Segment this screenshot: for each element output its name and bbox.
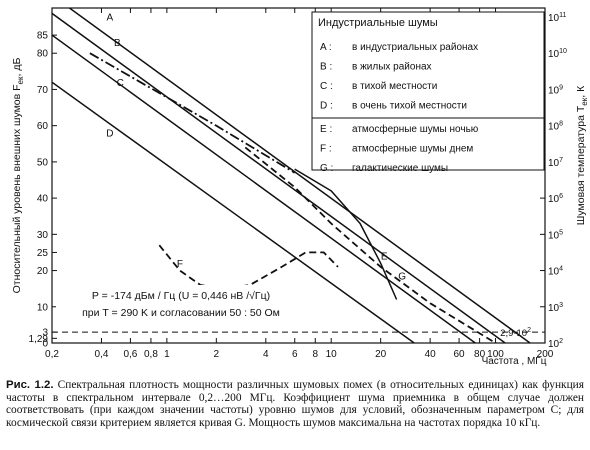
y-tick-label-right: 1010 xyxy=(548,48,567,60)
legend-box xyxy=(311,11,545,171)
y-tick-label-left: 60 xyxy=(37,121,49,132)
series-line-c xyxy=(89,52,296,174)
legend-text: в очень тихой местности xyxy=(352,101,467,112)
x-tick-label: 1 xyxy=(164,349,170,360)
legend-text: в индустриальных районах xyxy=(352,42,478,53)
x-tick-label: 80 xyxy=(474,349,486,360)
legend-key: E : xyxy=(320,124,332,135)
y-tick-label-right: 102 xyxy=(548,338,563,350)
y-tick-label-left: 10 xyxy=(37,302,49,313)
legend-key: C : xyxy=(320,81,333,92)
legend-key: A : xyxy=(320,42,332,53)
y-tick-label-left: 1,29 xyxy=(29,334,49,345)
y-tick-label-left: 3 xyxy=(42,328,48,339)
x-tick-label: 40 xyxy=(425,349,437,360)
series-label-g: G xyxy=(398,272,406,283)
legend-key: D : xyxy=(320,101,333,112)
y-axis-label-right-group: Шумовая температура Tек, К xyxy=(575,85,589,225)
x-tick-label: 100 xyxy=(487,349,504,360)
series-label-c: C xyxy=(117,78,124,89)
series-label-b: B xyxy=(114,38,121,49)
x-tick-label: 0,2 xyxy=(45,349,59,360)
legend-key: B : xyxy=(320,62,332,73)
legend-key: G : xyxy=(320,163,333,174)
y-axis-label-right: Шумовая температура Tек, К xyxy=(575,85,589,225)
legend-text: галактические шумы xyxy=(352,163,448,174)
x-axis-label: Частота , МГц xyxy=(482,356,547,367)
y-tick-label-left: 70 xyxy=(37,85,49,96)
x-tick-label: 0,8 xyxy=(144,349,158,360)
series-label-d: D xyxy=(106,129,113,140)
figure-caption: Рис. 1.2. Спектральная плотность мощност… xyxy=(6,379,584,429)
noise-chart: 0,2 0,4 0,6 0,8 1 2 4 6 8 10 20 40 60 80 100 200Частота… xyxy=(11,7,589,367)
x-tick-label: 8 xyxy=(312,349,318,360)
series-label-e: E xyxy=(381,252,388,263)
series-line-f xyxy=(158,244,339,290)
series-line-unlabeled-4 xyxy=(52,34,477,343)
y-tick-label-left: 30 xyxy=(37,230,49,241)
legend-text: атмосферные шумы ночью xyxy=(352,123,479,135)
y-tick-label-right: 109 xyxy=(548,84,563,96)
x-tick-label: 200 xyxy=(537,349,554,360)
legend-text: в тихой местности xyxy=(352,81,437,92)
series-line-g xyxy=(244,146,500,343)
x-tick-label: 0,6 xyxy=(123,349,137,360)
y-tick-label-right: 106 xyxy=(548,193,563,205)
y-axis-label-left: Относительный уровень внешних шумов Fек,… xyxy=(11,58,25,294)
x-tick-label: 10 xyxy=(326,349,338,360)
x-tick-label: 2 xyxy=(214,349,220,360)
y-tick-label-left: 85 xyxy=(37,31,49,42)
y-tick-label-left: 40 xyxy=(37,194,49,205)
series-line-b xyxy=(52,12,507,343)
annotation-box xyxy=(56,285,306,323)
y-tick-label-left: 20 xyxy=(37,266,49,277)
series-label-a: A xyxy=(107,13,114,24)
legend-title: Индустриальные шумы xyxy=(318,17,438,29)
y-tick-label-left: 80 xyxy=(37,49,49,60)
x-tick-label: 60 xyxy=(454,349,466,360)
plot-frame xyxy=(51,7,546,344)
series-label-f: F xyxy=(177,259,183,270)
annotation-line-2: при T = 290 K и согласовании 50 : 50 Ом xyxy=(82,307,280,319)
y-tick-label-right: 105 xyxy=(548,229,563,241)
annotation-line-1: P = -174 дБм / Гц (U = 0,446 нВ /√Гц) xyxy=(92,290,270,302)
reference-level-label: 2,9·102 xyxy=(500,327,531,339)
caption-prefix: Рис. 1.2. xyxy=(6,379,54,391)
y-tick-label-right: 107 xyxy=(548,157,563,169)
caption-text: Спектральная плотность мощности различны… xyxy=(6,379,585,429)
y-tick-label-left: 25 xyxy=(37,248,49,259)
series-line-a xyxy=(68,8,532,343)
y-tick-label-right: 103 xyxy=(548,302,563,314)
x-tick-label: 4 xyxy=(263,349,269,360)
legend-key: F : xyxy=(320,144,332,155)
x-tick-label: 6 xyxy=(292,349,298,360)
series-group xyxy=(52,8,532,343)
y-tick-label-left: 50 xyxy=(37,157,49,168)
series-line-d xyxy=(52,81,416,343)
y-tick-label-right: 104 xyxy=(548,266,563,278)
y-tick-label-right: 108 xyxy=(548,121,563,133)
series-line-e xyxy=(294,168,398,300)
legend-text: атмосферные шумы днем xyxy=(352,143,473,155)
legend-text: в жилых районах xyxy=(352,62,432,73)
y-axis-label-left-group: Относительный уровень внешних шумов Fек,… xyxy=(11,58,25,294)
x-tick-label: 0,4 xyxy=(95,349,109,360)
y-tick-label-right: 1011 xyxy=(548,12,566,24)
x-tick-label: 20 xyxy=(375,349,387,360)
y-tick-label-left: 0 xyxy=(42,339,48,350)
